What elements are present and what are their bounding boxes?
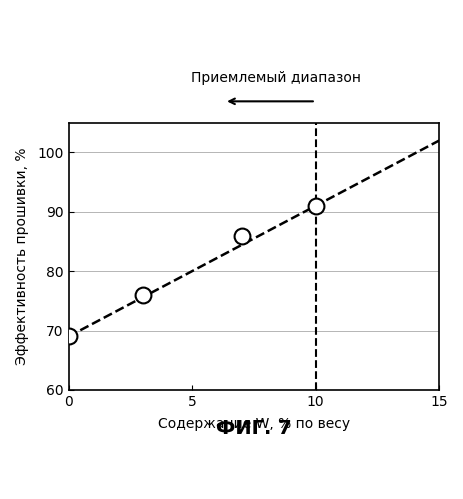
Point xyxy=(312,202,319,210)
X-axis label: Содержание W, % по весу: Содержание W, % по весу xyxy=(158,417,350,431)
Text: Приемлемый диапазон: Приемлемый диапазон xyxy=(191,71,361,85)
Text: ФИГ. 7: ФИГ. 7 xyxy=(216,419,292,438)
Point xyxy=(238,232,245,240)
Y-axis label: Эффективность прошивки, %: Эффективность прошивки, % xyxy=(15,148,29,365)
Point xyxy=(65,332,72,340)
Point xyxy=(139,291,146,299)
